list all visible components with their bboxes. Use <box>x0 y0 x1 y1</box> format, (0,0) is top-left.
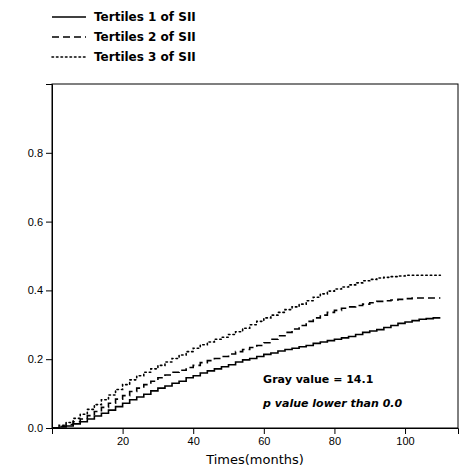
axis-line <box>53 429 459 435</box>
tick-label: 80 <box>329 435 341 447</box>
tick-mark <box>46 153 52 154</box>
series-line <box>52 298 440 428</box>
tick-mark <box>264 428 265 434</box>
tick-mark <box>334 428 335 434</box>
y-axis: 0.0 0.2 0.4 0.6 0.8 <box>28 85 53 435</box>
legend-swatch <box>52 36 86 38</box>
legend-label: Tertiles 2 of SII <box>94 30 196 44</box>
legend-item: Tertiles 2 of SII <box>52 30 196 44</box>
annotation: p value lower than 0.0 <box>262 397 402 410</box>
legend-label: Tertiles 3 of SII <box>94 50 196 64</box>
tick-mark <box>405 428 406 434</box>
series-group <box>52 275 440 428</box>
tick: 0.8 <box>28 147 52 159</box>
tick-label: 0.2 <box>28 353 43 365</box>
legend-item: Tertiles 1 of SII <box>52 10 196 24</box>
legend: Tertiles 1 of SII Tertiles 2 of SII Tertil… <box>52 10 196 64</box>
legend-swatch <box>52 56 86 58</box>
legend-item: Tertiles 3 of SII <box>52 50 196 64</box>
tick-mark <box>46 359 52 360</box>
tick-mark <box>123 428 124 434</box>
tick-label: 20 <box>117 435 129 447</box>
tick: 20 <box>117 428 129 447</box>
tick: 80 <box>329 428 341 447</box>
annotation: Gray value = 14.1 <box>263 373 373 386</box>
tick: 0.6 <box>28 216 52 228</box>
tick-mark <box>46 290 52 291</box>
tick-label: 60 <box>258 435 270 447</box>
tick-label: 0.4 <box>28 284 43 296</box>
tick-label: 0.0 <box>28 422 43 434</box>
plot-frame <box>52 84 458 428</box>
tick: 100 <box>396 428 414 447</box>
series-line <box>52 275 440 428</box>
legend-swatch <box>52 16 86 18</box>
tick: 40 <box>188 428 200 447</box>
tick-mark <box>46 428 52 429</box>
tick-label: 0.8 <box>28 147 43 159</box>
tick-label: 100 <box>396 435 414 447</box>
tick: 60 <box>258 428 270 447</box>
tick: 0.4 <box>28 284 52 296</box>
plot-area: 20 40 60 80 100 0.0 0.2 0.4 0.6 0.8 Gray value = 1… <box>28 84 459 447</box>
series-line <box>52 318 440 428</box>
tick-label: 40 <box>188 435 200 447</box>
x-axis: 20 40 60 80 100 <box>53 428 459 447</box>
tick-label: 0.6 <box>28 216 43 228</box>
chart-container: 20 40 60 80 100 0.0 0.2 0.4 0.6 0.8 Gray value = 1… <box>0 0 474 474</box>
tick-mark <box>193 428 194 434</box>
tick: 0.0 <box>28 422 52 434</box>
x-axis-title: Times(months) <box>205 452 304 467</box>
tick-mark <box>46 222 52 223</box>
tick: 0.2 <box>28 353 52 365</box>
chart-svg: 20 40 60 80 100 0.0 0.2 0.4 0.6 0.8 Gray value = 1… <box>0 0 474 474</box>
legend-label: Tertiles 1 of SII <box>94 10 196 24</box>
